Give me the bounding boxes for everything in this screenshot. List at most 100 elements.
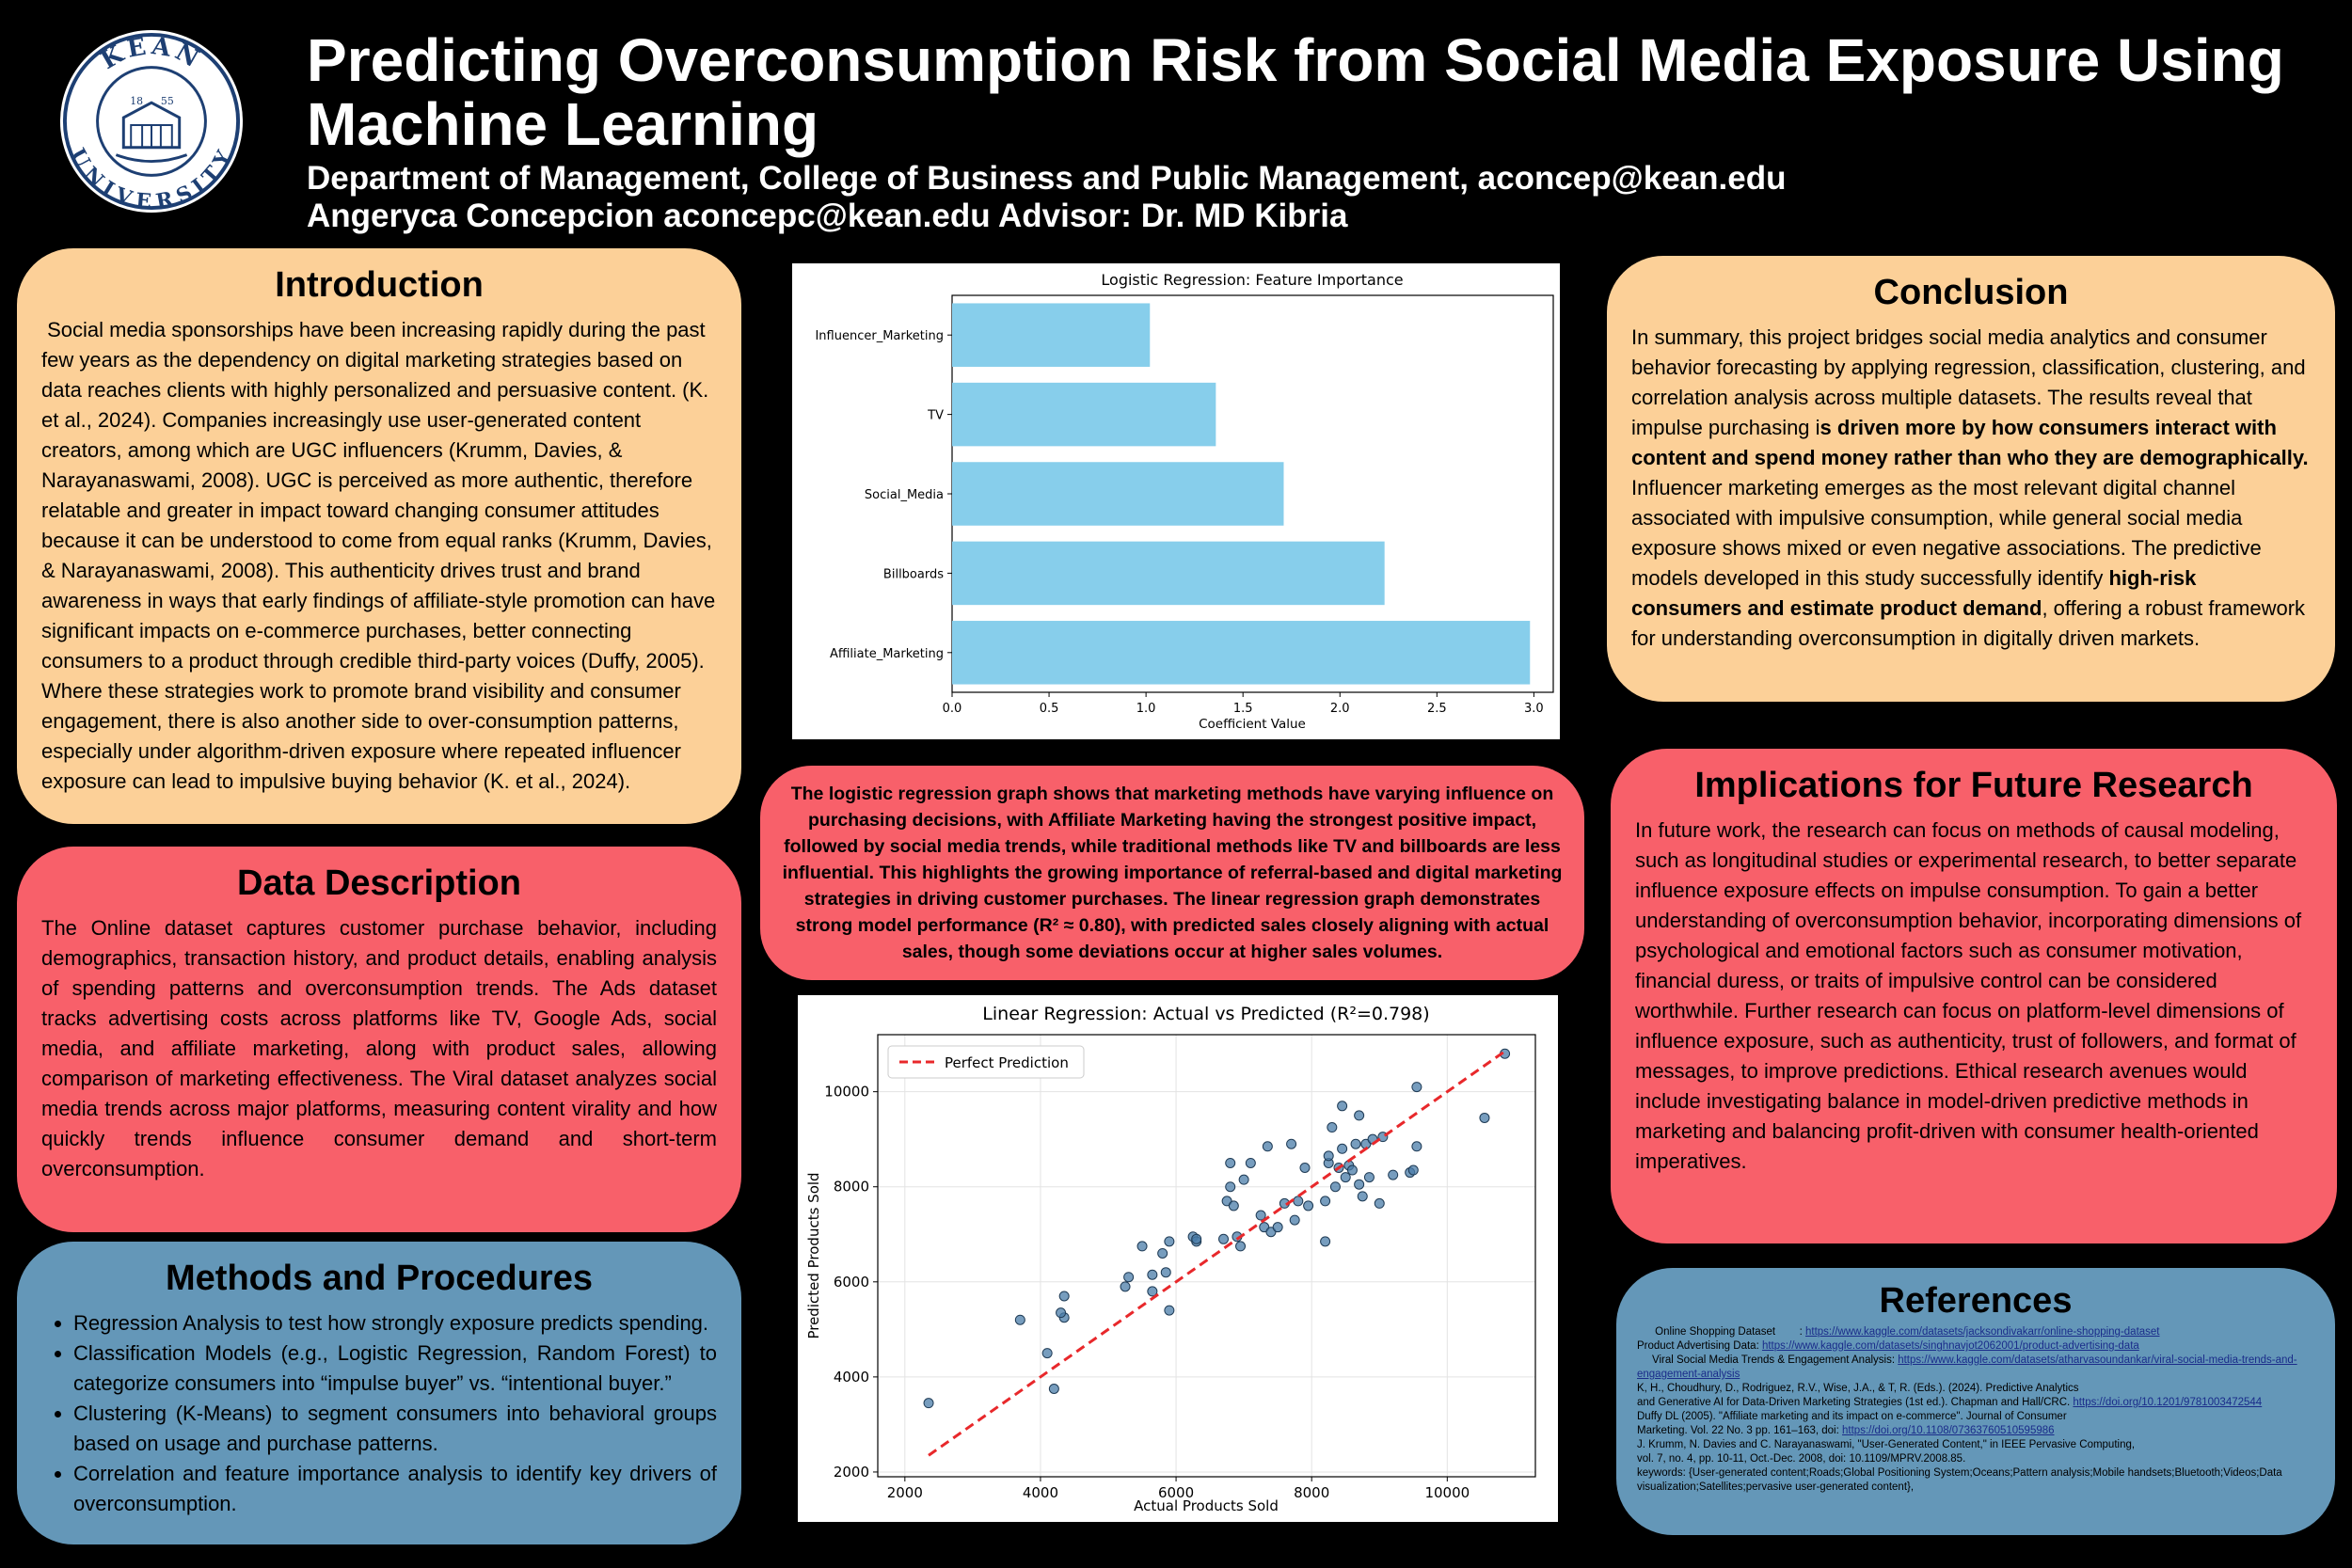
actual-vs-predicted-svg: Linear Regression: Actual vs Predicted (… [805,1004,1536,1514]
x-tick-label: 8000 [1294,1484,1329,1501]
data-point [1164,1236,1175,1247]
reference-line: J. Krumm, N. Davies and C. Narayanaswami… [1637,1438,2314,1452]
data-point [1299,1163,1311,1174]
reference-line: Marketing. Vol. 22 No. 3 pp. 161–163, do… [1637,1424,2314,1438]
x-tick-label: 3.0 [1524,702,1544,716]
data-point [1041,1348,1053,1359]
y-tick-label: 4000 [834,1369,869,1386]
department-line: Department of Management, College of Bus… [307,160,1787,197]
y-tick-label: 6000 [834,1274,869,1291]
data-point [1320,1236,1331,1247]
data-point [1407,1164,1419,1176]
implications-text: In future work, the research can focus o… [1635,818,2302,1173]
reference-line: Duffy DL (2005). "Affiliate marketing an… [1637,1410,2314,1424]
reference-text: Marketing. Vol. 22 No. 3 pp. 161–163, do… [1637,1425,1843,1436]
data-point [1289,1214,1300,1226]
y-tick-label: Influencer_Marketing [815,329,944,343]
reference-link[interactable]: https://doi.org/10.1201/9781003472544 [2073,1397,2263,1408]
data-point [1235,1241,1247,1252]
reference-link[interactable]: https://doi.org/10.1108/0736376051059598… [1842,1425,2055,1436]
implications-section: Implications for Future Research In futu… [1611,749,2337,1243]
x-tick-label: 2000 [887,1484,923,1501]
reference-line: Online Shopping Dataset : https://www.ka… [1637,1325,2314,1339]
data-point [1337,1101,1348,1112]
feature-importance-chart: Logistic Regression: Feature Importance … [792,263,1560,739]
data-point [1303,1200,1314,1212]
data-point [1262,1141,1273,1152]
reference-line: K, H., Choudhury, D., Rodriguez, R.V., W… [1637,1382,2314,1396]
methods-section: Methods and Procedures Regression Analys… [17,1242,741,1544]
y-tick-label: Affiliate_Marketing [830,647,944,661]
data-description-section: Data Description The Online dataset capt… [17,847,741,1232]
methods-list: Regression Analysis to test how strongly… [41,1308,717,1519]
y-axis-label: Predicted Products Sold [805,1172,822,1338]
data-point [1337,1143,1348,1154]
authors-line: Angeryca Concepcion aconcepc@kean.edu Ad… [307,198,1348,234]
conclusion-section: Conclusion In summary, this project brid… [1607,256,2335,702]
list-item: Clustering (K-Means) to segment consumer… [73,1399,717,1459]
reference-text: vol. 7, no. 4, pp. 10-11, Oct.-Dec. 2008… [1637,1453,1966,1465]
data-point [1014,1314,1025,1325]
data-point [1388,1169,1399,1180]
conclusion-text: In summary, this project bridges social … [1631,323,2311,654]
data-point [1048,1384,1059,1395]
introduction-heading: Introduction [275,265,484,305]
y-tick-label: Social_Media [865,488,944,502]
x-tick-label: 6000 [1158,1484,1194,1501]
data-point [1411,1082,1422,1093]
reference-text: and Generative AI for Data-Driven Market… [1637,1397,2074,1408]
data-point [1245,1157,1256,1168]
reference-line: vol. 7, no. 4, pp. 10-11, Oct.-Dec. 2008… [1637,1452,2314,1466]
poster-title: Predicting Overconsumption Risk from Soc… [307,26,2284,158]
conclusion-bold-part: high-risk consumers and estimate product… [1631,566,2197,620]
conclusion-text-part: In summary, this project bridges social … [1631,325,2306,439]
data-point [1147,1286,1158,1297]
data-point [1164,1305,1175,1316]
data-point [1327,1122,1338,1133]
x-tick-label: 0.5 [1040,702,1059,716]
data-point [1272,1222,1283,1233]
reference-line: keywords: {User-generated content;Roads;… [1637,1466,2314,1495]
data-point [1255,1210,1266,1221]
reference-link[interactable]: https://www.kaggle.com/datasets/singhnav… [1761,1340,2139,1352]
reference-text: Product Advertising Data: [1637,1340,1762,1352]
data-point [1323,1150,1334,1162]
data-point [1346,1164,1358,1176]
data-point [1363,1172,1375,1183]
chart-title: Logistic Regression: Feature Importance [1101,271,1403,289]
legend-label: Perfect Prediction [945,1054,1069,1071]
introduction-section: Introduction Social media sponsorships h… [17,248,741,824]
x-tick-label: 2.5 [1427,702,1447,716]
data-point [1293,1196,1304,1207]
data-point [1157,1247,1168,1259]
data-point [1123,1272,1135,1283]
x-axis-label: Actual Products Sold [1134,1497,1279,1514]
implications-heading: Implications for Future Research [1694,766,2253,805]
list-item: Correlation and feature importance analy… [73,1459,717,1519]
perfect-prediction-line [928,1050,1506,1457]
data-point [1479,1112,1490,1123]
y-tick-label: 2000 [834,1464,869,1481]
x-tick-label: 1.5 [1233,702,1253,716]
reference-link[interactable]: https://www.kaggle.com/datasets/jacksond… [1805,1326,2160,1338]
data-point [1340,1172,1351,1183]
methods-heading: Methods and Procedures [166,1259,593,1298]
reference-text: J. Krumm, N. Davies and C. Narayanaswami… [1637,1439,2136,1450]
x-tick-label: 4000 [1023,1484,1058,1501]
reference-line: Viral Social Media Trends & Engagement A… [1637,1354,2314,1382]
plot-frame [877,1034,1536,1478]
references-section: References Online Shopping Dataset : htt… [1616,1268,2335,1535]
data-point [1225,1157,1236,1168]
data-point [1136,1241,1148,1252]
reference-text: Duffy DL (2005). "Affiliate marketing an… [1637,1411,2067,1422]
x-tick-label: 0.0 [943,702,962,716]
reference-link[interactable]: https://www.kaggle.com/datasets/atharvas… [1637,1354,2297,1380]
reference-text: Viral Social Media Trends & Engagement A… [1637,1354,1899,1366]
actual-vs-predicted-chart: Linear Regression: Actual vs Predicted (… [798,995,1558,1522]
bar [952,462,1284,526]
reference-text: keywords: {User-generated content;Roads;… [1637,1467,2285,1493]
data-point [1286,1138,1297,1149]
data-point [1357,1191,1368,1202]
data-point [1411,1141,1422,1152]
x-tick-label: 2.0 [1330,702,1350,716]
